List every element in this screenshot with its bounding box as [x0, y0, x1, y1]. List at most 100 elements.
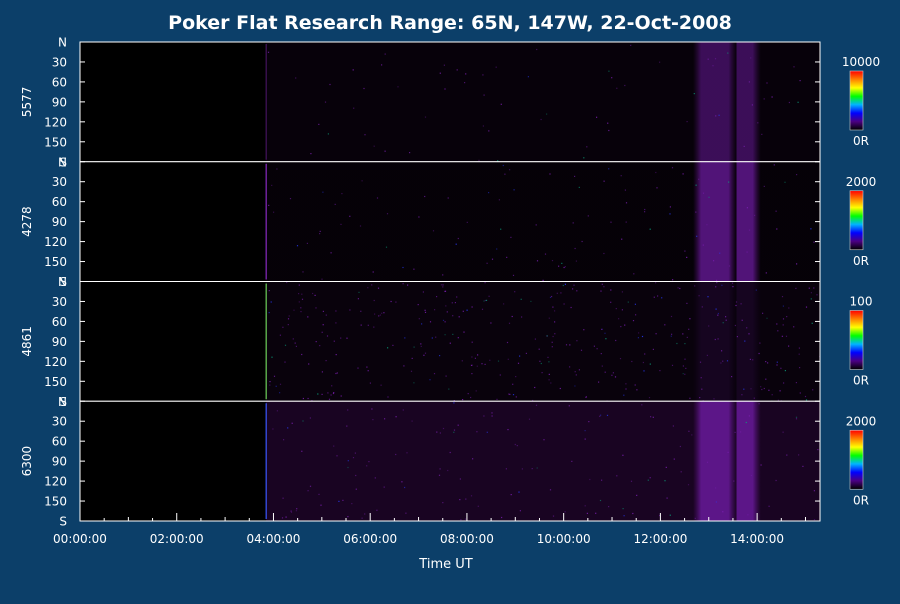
speckle-dot — [442, 274, 444, 276]
speckle-dot — [327, 133, 329, 135]
speckle-dot — [335, 372, 337, 375]
speckle-dot — [717, 314, 719, 316]
speckle-dot — [499, 374, 501, 376]
speckle-dot — [599, 499, 602, 502]
speckle-dot — [706, 354, 708, 356]
speckle-dot — [471, 364, 473, 366]
speckle-dot — [748, 333, 750, 335]
speckle-dot — [433, 373, 436, 375]
speckle-dot — [531, 468, 533, 470]
speckle-dot — [716, 279, 718, 281]
speckle-dot — [649, 228, 651, 230]
speckle-dot — [300, 311, 302, 313]
colorbar — [849, 190, 864, 251]
speckle-dot — [457, 424, 459, 426]
speckle-dot — [771, 394, 773, 396]
speckle-dot — [519, 510, 521, 512]
speckle-dot — [570, 306, 572, 309]
speckle-dot — [471, 341, 473, 343]
speckle-dot — [671, 167, 674, 169]
speckle-dot — [731, 282, 734, 284]
speckle-dot — [671, 333, 673, 335]
speckle-dot — [510, 236, 512, 238]
speckle-dot — [686, 336, 688, 338]
speckle-dot — [725, 316, 727, 318]
speckle-dot — [698, 295, 700, 297]
speckle-dot — [528, 418, 531, 420]
speckle-dot — [793, 66, 795, 68]
speckle-dot — [694, 285, 696, 287]
speckle-dot — [684, 358, 686, 360]
speckle-dot — [455, 243, 457, 245]
speckle-dot — [810, 228, 812, 230]
speckle-dot — [655, 171, 657, 174]
speckle-dot — [746, 207, 748, 209]
speckle-dot — [586, 512, 588, 514]
speckle-dot — [477, 505, 479, 507]
speckle-dot — [669, 206, 671, 208]
speckle-dot — [548, 379, 550, 381]
speckle-dot — [679, 445, 681, 448]
speckle-dot — [332, 392, 335, 395]
speckle-dot — [758, 352, 760, 355]
speckle-dot — [593, 345, 595, 347]
speckle-dot — [560, 292, 562, 294]
speckle-dot — [682, 173, 684, 175]
speckle-dot — [289, 198, 292, 200]
emission-intensity — [80, 42, 820, 162]
speckle-dot — [644, 208, 646, 211]
speckle-dot — [722, 511, 724, 513]
speckle-dot — [374, 477, 376, 479]
speckle-dot — [357, 298, 359, 300]
speckle-dot — [488, 130, 490, 132]
speckle-dot — [486, 431, 488, 433]
speckle-dot — [318, 493, 320, 495]
speckle-dot — [374, 313, 376, 315]
speckle-dot — [601, 365, 603, 367]
speckle-dot — [765, 378, 767, 380]
speckle-dot — [634, 384, 636, 386]
y-tick-label: N — [58, 155, 67, 169]
speckle-dot — [720, 362, 722, 364]
speckle-dot — [268, 312, 270, 314]
speckle-dot — [329, 83, 331, 86]
speckle-dot — [680, 471, 682, 473]
speckle-dot — [496, 248, 498, 250]
x-tick-label: 12:00:00 — [633, 532, 687, 546]
speckle-dot — [338, 500, 340, 502]
speckle-dot — [689, 318, 691, 320]
speckle-dot — [653, 296, 655, 298]
speckle-dot — [643, 370, 645, 372]
speckle-dot — [816, 294, 818, 296]
speckle-dot — [565, 344, 568, 346]
speckle-dot — [420, 343, 422, 345]
speckle-dot — [575, 374, 577, 376]
speckle-dot — [776, 361, 778, 363]
speckle-dot — [534, 386, 536, 389]
y-tick-label: 150 — [44, 375, 67, 389]
speckle-dot — [644, 211, 646, 213]
speckle-dot — [449, 451, 451, 454]
panel-4861: N 30 60 90 120 150 S 4861 100 0R — [20, 275, 872, 409]
speckle-dot — [309, 417, 311, 419]
speckle-dot — [595, 512, 597, 514]
speckle-dot — [655, 333, 657, 335]
speckle-dot — [618, 318, 620, 320]
speckle-dot — [777, 399, 779, 401]
speckle-dot — [785, 335, 788, 337]
speckle-dot — [587, 215, 589, 217]
speckle-dot — [307, 397, 309, 400]
panel-6300: N 30 60 90 120 150 S 6300 2000 0R — [20, 395, 876, 529]
speckle-dot — [535, 224, 537, 226]
speckle-dot — [782, 324, 784, 326]
speckle-dot — [403, 365, 405, 367]
speckle-dot — [439, 432, 441, 434]
speckle-dot — [757, 122, 759, 124]
speckle-dot — [367, 370, 369, 372]
speckle-dot — [387, 396, 389, 398]
speckle-dot — [771, 96, 773, 98]
speckle-dot — [812, 389, 814, 391]
speckle-dot — [360, 324, 362, 326]
panels-layer: N 30 60 90 120 150 S 5577 10000 0R N 30 60 90 120 150 S 4… — [20, 36, 880, 529]
speckle-dot — [384, 150, 386, 152]
